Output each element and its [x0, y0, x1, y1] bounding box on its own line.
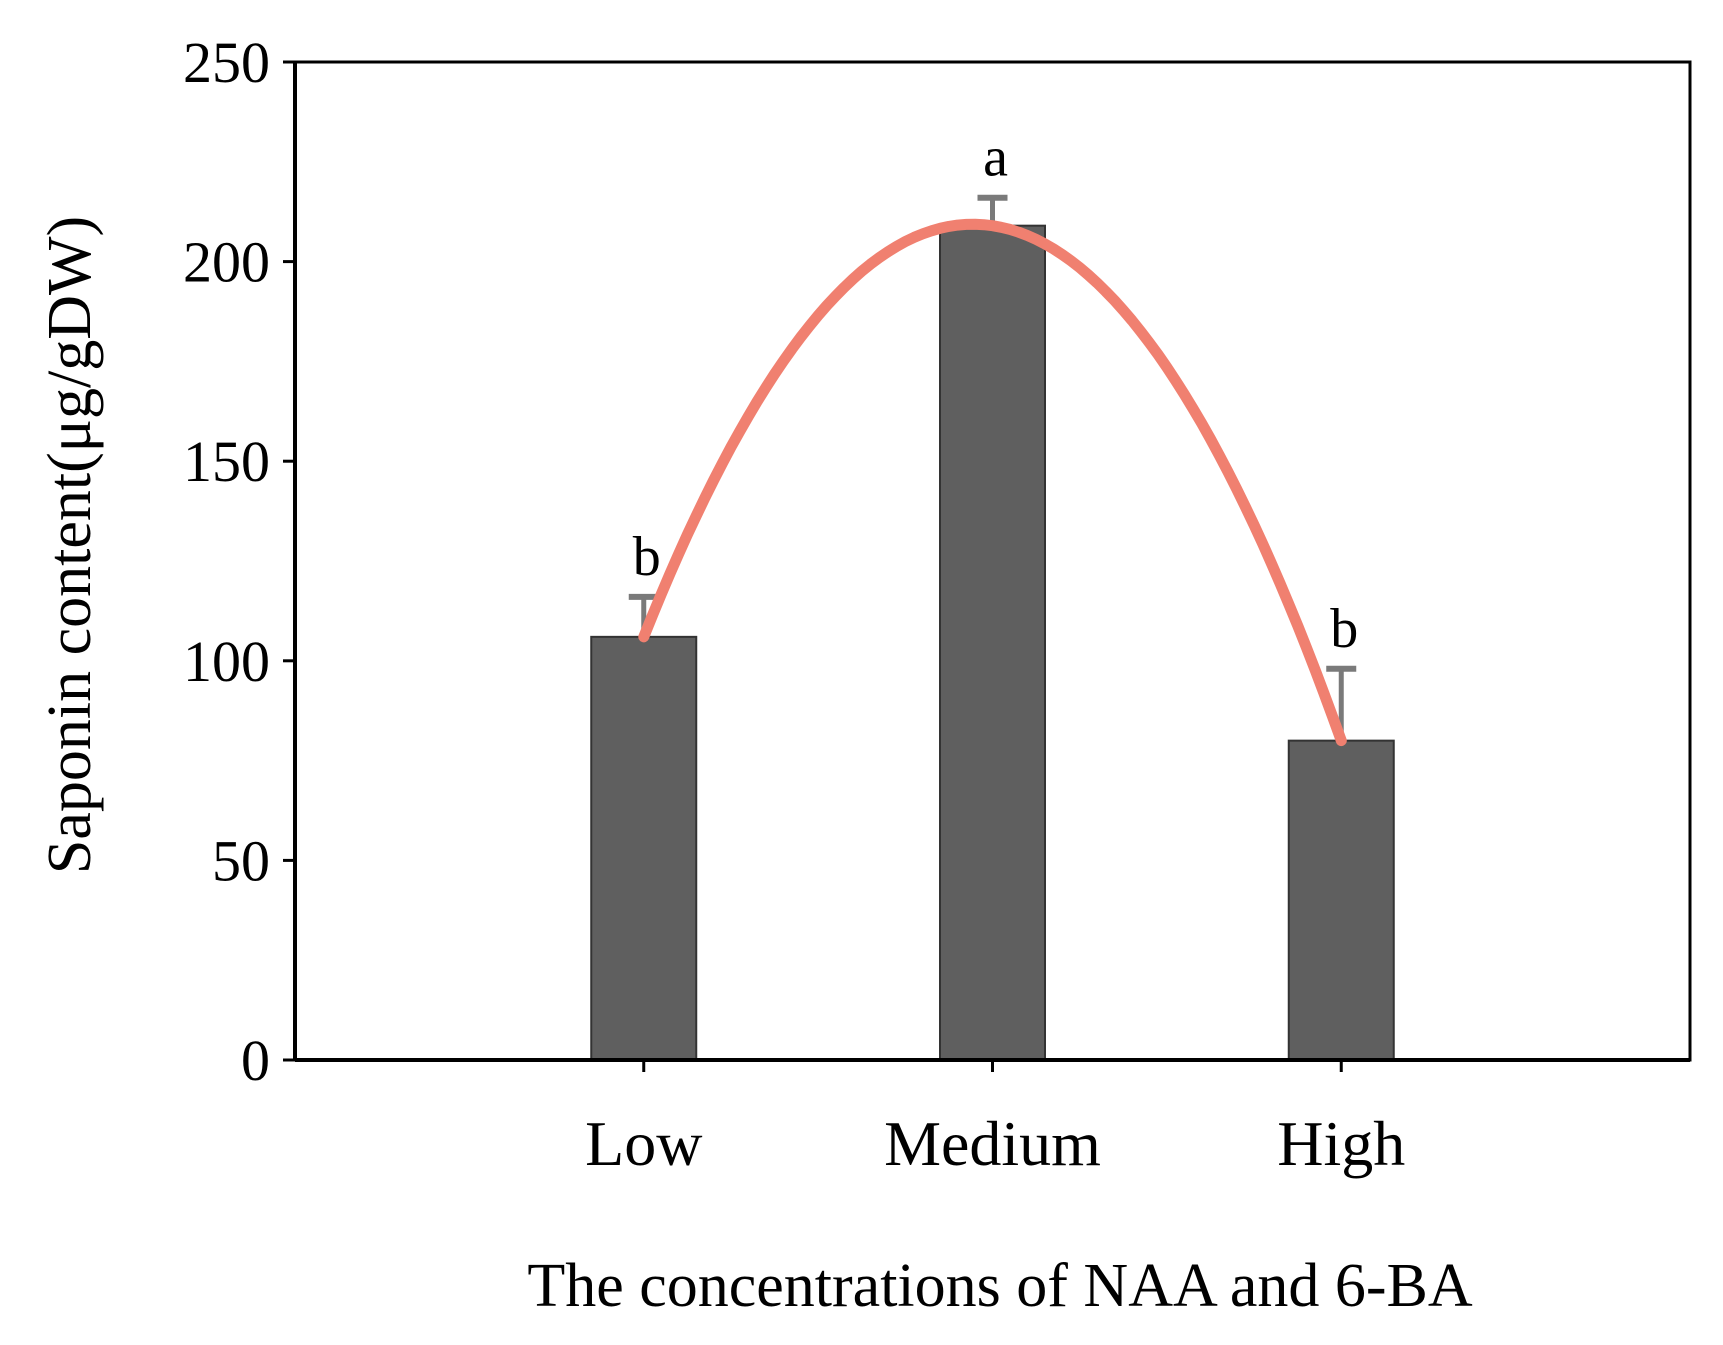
y-tick-label-50: 50	[212, 828, 270, 893]
significance-label-high: b	[1330, 598, 1358, 660]
significance-label-low: b	[633, 526, 661, 588]
y-axis: 0 50 100 150 200 250	[183, 30, 297, 1093]
bar-low	[590, 635, 698, 1062]
bar-medium	[939, 224, 1046, 1061]
y-tick-label-200: 200	[183, 230, 270, 295]
significance-label-medium: a	[983, 127, 1008, 189]
y-tick-label-0: 0	[241, 1028, 270, 1093]
y-tick-label-100: 100	[183, 629, 270, 694]
x-tick-label-high: High	[1277, 1108, 1405, 1179]
y-tick-label-150: 150	[183, 429, 270, 494]
x-tick-label-medium: Medium	[884, 1108, 1101, 1179]
x-axis: Low Medium High	[295, 1058, 1690, 1179]
x-axis-title: The concentrations of NAA and 6-BA	[527, 1252, 1472, 1320]
x-tick-label-low: Low	[585, 1108, 702, 1179]
trend-line-group	[638, 218, 1347, 747]
significance-labels-group: b a b	[633, 127, 1359, 660]
bar-high	[1287, 739, 1395, 1061]
trend-curve	[638, 218, 1347, 747]
y-axis-title: Saponin content(μg/gDW)	[36, 216, 104, 874]
bars-group	[590, 224, 1395, 1062]
y-tick-label-250: 250	[183, 30, 270, 95]
